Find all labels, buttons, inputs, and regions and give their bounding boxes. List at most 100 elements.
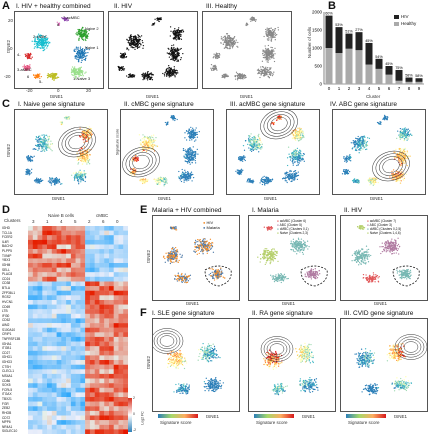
legend-label-healthy: Healthy <box>401 21 417 26</box>
scatter-point <box>133 41 135 44</box>
scatter-point <box>132 74 134 77</box>
scatter-point <box>169 35 171 37</box>
density-contour <box>65 132 89 152</box>
scatter-point <box>254 147 257 149</box>
scatter-point <box>182 31 185 33</box>
scatter-point <box>254 144 256 146</box>
scatter-point <box>300 132 302 134</box>
scatter-point <box>66 20 68 22</box>
scatter-point <box>227 40 229 42</box>
panelB-ytick: 0 <box>319 82 322 87</box>
scatter-point <box>24 53 26 55</box>
scatter-point <box>189 152 191 154</box>
scatter-point <box>146 137 148 139</box>
scatter-point <box>170 30 172 32</box>
scatter-point <box>251 147 253 150</box>
scatter-point <box>162 72 164 75</box>
scatter-point <box>78 170 80 173</box>
scatter-point <box>189 146 191 149</box>
scatter-point <box>77 163 79 165</box>
scatter-point <box>119 67 121 69</box>
scatter-point <box>145 143 147 145</box>
scatter-point <box>128 43 131 45</box>
scatter-point <box>408 135 410 137</box>
scatter-point <box>33 43 36 45</box>
scatter-point <box>127 39 129 42</box>
scatter-point <box>274 36 276 38</box>
scatter-point <box>383 117 386 119</box>
scatter-point <box>150 144 152 147</box>
scatter-point <box>187 179 190 181</box>
scatter-point <box>263 175 265 178</box>
scatter-point <box>239 171 241 174</box>
scatter-point <box>88 48 90 51</box>
scatter-point <box>76 159 79 162</box>
scatter-point <box>378 123 380 125</box>
scatter-point <box>399 127 402 130</box>
scatter-point <box>290 174 293 176</box>
scatter-point <box>38 143 41 145</box>
scatter-point <box>228 47 231 50</box>
scatter-point <box>294 149 297 151</box>
scatter-point <box>284 172 286 174</box>
scatter-point <box>63 117 66 119</box>
scatter-point <box>186 150 188 152</box>
scatter-point <box>26 69 28 71</box>
scatter-point <box>250 139 252 142</box>
scatter-point <box>141 150 144 152</box>
scatter-point <box>280 115 282 117</box>
scatter-point <box>27 157 30 159</box>
scatter-point <box>259 144 262 146</box>
scatter-point <box>74 66 76 68</box>
panelB-xtick: 7 <box>398 86 401 91</box>
scatter-point <box>267 182 269 185</box>
scatter-point <box>85 39 87 42</box>
scatter-point <box>271 122 274 124</box>
scatter-point <box>183 156 186 158</box>
scatter-point <box>270 39 273 41</box>
scatter-point <box>249 149 251 152</box>
scatter-point <box>187 152 189 155</box>
scatter-point <box>226 38 228 40</box>
bar-percent-label: 58% <box>415 74 423 78</box>
scatter-point <box>139 142 142 145</box>
scatter-point <box>77 60 80 62</box>
scatter-point <box>273 60 276 63</box>
scatter-point <box>270 32 273 35</box>
scatter-point <box>85 31 87 33</box>
scatter-point <box>188 153 191 155</box>
scatter-point <box>262 53 264 55</box>
scatter-point <box>194 153 196 155</box>
scatter-point <box>83 55 85 57</box>
panelB-xtick: 1 <box>338 86 341 91</box>
scatter-point <box>177 37 180 39</box>
scatter-point <box>268 29 270 31</box>
scatter-point <box>250 143 252 145</box>
scatter-point <box>183 181 185 183</box>
scatter-point <box>191 149 193 151</box>
scatter-point <box>293 149 295 152</box>
scatter-point <box>78 51 81 54</box>
scatter-point <box>70 72 73 74</box>
scatter-point <box>36 35 39 37</box>
scatter-point <box>143 144 145 146</box>
scatter-point <box>235 39 237 41</box>
scatter-point <box>84 177 87 179</box>
scatter-point <box>29 55 31 58</box>
scatter-point <box>212 65 214 67</box>
scatter-point <box>267 67 269 69</box>
scatter-point <box>181 174 183 176</box>
panelA-ytick-20: 20 <box>8 18 14 23</box>
scatter-point <box>223 40 226 42</box>
scatter-point <box>297 132 300 134</box>
scatter-point <box>77 53 79 55</box>
scatter-point <box>250 133 252 135</box>
scatter-point <box>171 71 173 73</box>
scatter-point <box>173 29 175 32</box>
scatter-point <box>38 41 40 44</box>
scatter-point <box>297 164 299 166</box>
scatter-point <box>84 157 86 159</box>
scatter-point <box>160 18 162 20</box>
scatter-point <box>212 57 214 59</box>
scatter-point <box>178 170 180 173</box>
